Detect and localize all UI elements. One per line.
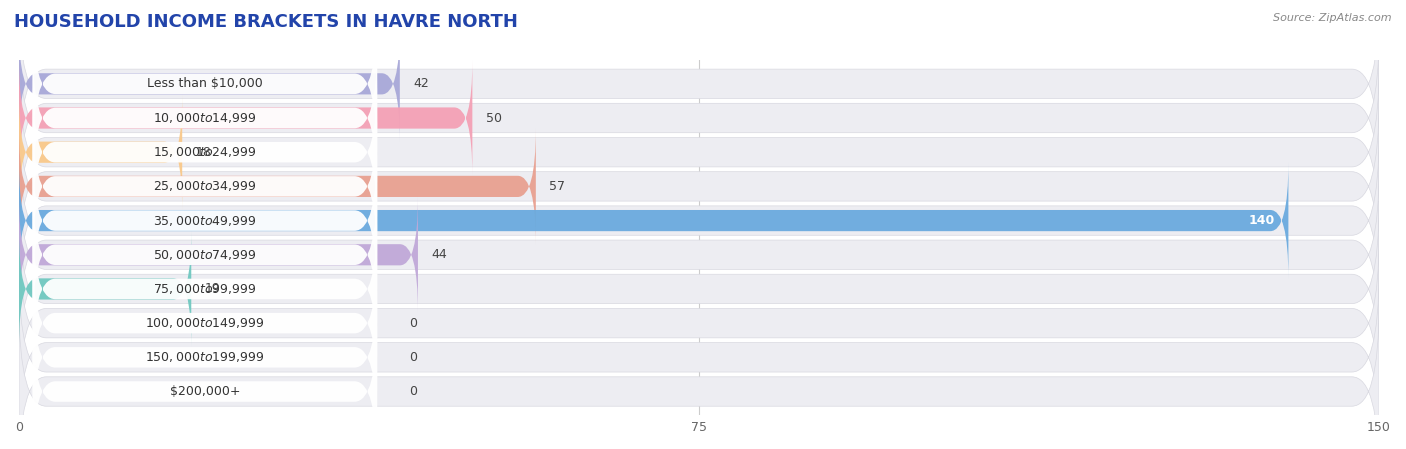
FancyBboxPatch shape xyxy=(32,214,377,364)
Text: $200,000+: $200,000+ xyxy=(170,385,240,398)
FancyBboxPatch shape xyxy=(20,30,1379,206)
FancyBboxPatch shape xyxy=(20,98,1379,274)
FancyBboxPatch shape xyxy=(20,26,399,141)
Text: Less than $10,000: Less than $10,000 xyxy=(148,77,263,90)
Text: 42: 42 xyxy=(413,77,429,90)
FancyBboxPatch shape xyxy=(32,77,377,227)
Text: Source: ZipAtlas.com: Source: ZipAtlas.com xyxy=(1274,13,1392,23)
FancyBboxPatch shape xyxy=(32,111,377,262)
FancyBboxPatch shape xyxy=(20,94,183,210)
FancyBboxPatch shape xyxy=(20,64,1379,240)
Text: $10,000 to $14,999: $10,000 to $14,999 xyxy=(153,111,257,125)
FancyBboxPatch shape xyxy=(20,60,472,176)
FancyBboxPatch shape xyxy=(32,145,377,296)
FancyBboxPatch shape xyxy=(20,201,1379,377)
Text: $150,000 to $199,999: $150,000 to $199,999 xyxy=(145,350,264,364)
Text: 19: 19 xyxy=(205,282,221,295)
FancyBboxPatch shape xyxy=(20,133,1379,308)
FancyBboxPatch shape xyxy=(20,0,1379,172)
Text: $25,000 to $34,999: $25,000 to $34,999 xyxy=(153,180,257,194)
FancyBboxPatch shape xyxy=(20,269,1379,445)
Text: 44: 44 xyxy=(432,248,447,261)
FancyBboxPatch shape xyxy=(20,231,191,347)
FancyBboxPatch shape xyxy=(20,163,1288,278)
Text: 18: 18 xyxy=(195,146,212,158)
Text: HOUSEHOLD INCOME BRACKETS IN HAVRE NORTH: HOUSEHOLD INCOME BRACKETS IN HAVRE NORTH xyxy=(14,13,517,31)
Text: 0: 0 xyxy=(409,385,418,398)
Text: $100,000 to $149,999: $100,000 to $149,999 xyxy=(145,316,264,330)
FancyBboxPatch shape xyxy=(32,180,377,330)
FancyBboxPatch shape xyxy=(32,43,377,193)
Text: $15,000 to $24,999: $15,000 to $24,999 xyxy=(153,145,257,159)
FancyBboxPatch shape xyxy=(32,316,377,449)
Text: 57: 57 xyxy=(550,180,565,193)
FancyBboxPatch shape xyxy=(32,282,377,432)
FancyBboxPatch shape xyxy=(20,235,1379,411)
Text: 50: 50 xyxy=(486,111,502,124)
FancyBboxPatch shape xyxy=(20,197,418,313)
FancyBboxPatch shape xyxy=(20,128,536,244)
Text: $35,000 to $49,999: $35,000 to $49,999 xyxy=(153,214,257,228)
Text: 0: 0 xyxy=(409,317,418,330)
FancyBboxPatch shape xyxy=(20,304,1379,449)
Text: $50,000 to $74,999: $50,000 to $74,999 xyxy=(153,248,257,262)
FancyBboxPatch shape xyxy=(32,248,377,398)
FancyBboxPatch shape xyxy=(20,167,1379,343)
Text: $75,000 to $99,999: $75,000 to $99,999 xyxy=(153,282,257,296)
Text: 140: 140 xyxy=(1249,214,1275,227)
FancyBboxPatch shape xyxy=(32,9,377,159)
Text: 0: 0 xyxy=(409,351,418,364)
